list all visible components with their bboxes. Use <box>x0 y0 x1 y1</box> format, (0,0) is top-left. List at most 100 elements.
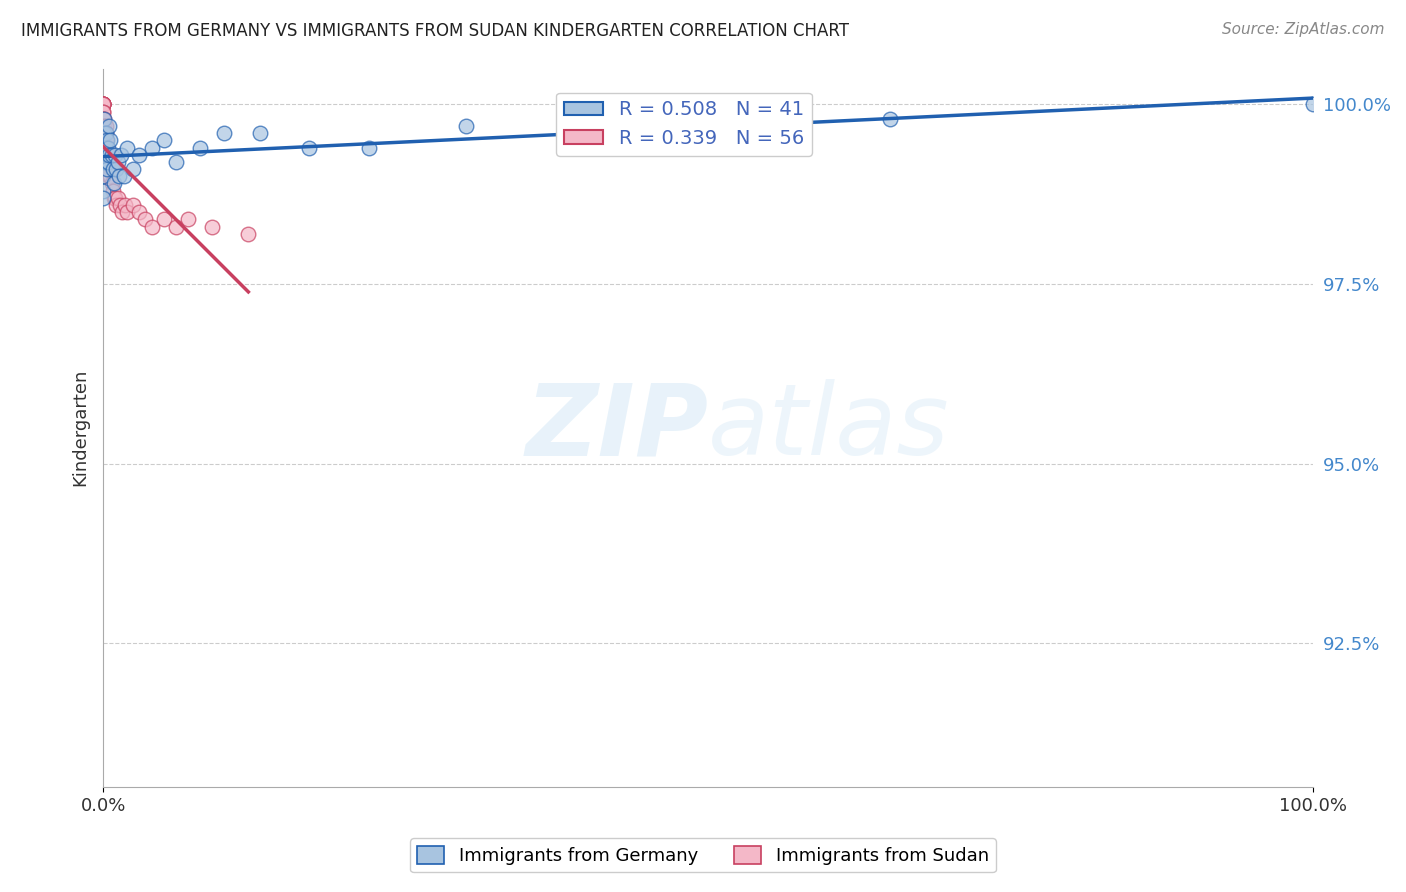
Point <box>100 147 122 161</box>
Point <box>212 126 235 140</box>
Point <box>152 212 174 227</box>
Point <box>96 133 118 147</box>
Point <box>94 155 117 169</box>
Point <box>96 147 118 161</box>
Point <box>98 155 121 169</box>
Point <box>97 155 120 169</box>
Y-axis label: Kindergarten: Kindergarten <box>72 369 89 486</box>
Point <box>103 191 125 205</box>
Point <box>141 219 163 234</box>
Point <box>91 133 114 147</box>
Point <box>91 97 114 112</box>
Point <box>238 227 260 241</box>
Point <box>111 205 134 219</box>
Point <box>97 162 120 177</box>
Point <box>114 198 136 212</box>
Point <box>108 198 131 212</box>
Point <box>128 147 150 161</box>
Point <box>96 140 118 154</box>
Point <box>249 126 271 140</box>
Point <box>201 219 224 234</box>
Point <box>91 191 114 205</box>
Point <box>91 97 114 112</box>
Point <box>101 162 124 177</box>
Point <box>91 97 114 112</box>
Point <box>91 119 114 133</box>
Point <box>93 119 115 133</box>
Point <box>97 155 120 169</box>
Point <box>134 212 156 227</box>
Point <box>105 162 128 177</box>
Point <box>100 177 122 191</box>
Point <box>94 133 117 147</box>
Point <box>93 112 115 126</box>
Point <box>94 126 117 140</box>
Point <box>94 140 117 154</box>
Point <box>93 155 115 169</box>
Text: Source: ZipAtlas.com: Source: ZipAtlas.com <box>1222 22 1385 37</box>
Point <box>117 140 139 154</box>
Point <box>110 147 132 161</box>
Point <box>101 184 124 198</box>
Point <box>359 140 381 154</box>
Text: IMMIGRANTS FROM GERMANY VS IMMIGRANTS FROM SUDAN KINDERGARTEN CORRELATION CHART: IMMIGRANTS FROM GERMANY VS IMMIGRANTS FR… <box>21 22 849 40</box>
Point <box>91 104 114 119</box>
Point <box>112 169 135 184</box>
Point <box>91 126 114 140</box>
Point <box>96 147 118 161</box>
Point <box>93 112 115 126</box>
Legend: R = 0.508   N = 41, R = 0.339   N = 56: R = 0.508 N = 41, R = 0.339 N = 56 <box>557 93 811 156</box>
Point <box>93 155 115 169</box>
Point <box>93 126 115 140</box>
Point <box>98 147 121 161</box>
Point <box>97 147 120 161</box>
Point <box>91 97 114 112</box>
Point <box>128 205 150 219</box>
Point <box>94 126 117 140</box>
Point <box>93 133 115 147</box>
Point <box>93 126 115 140</box>
Point <box>93 140 115 154</box>
Point <box>91 112 114 126</box>
Point <box>141 140 163 154</box>
Point <box>98 169 121 184</box>
Point <box>117 205 139 219</box>
Point <box>91 169 114 184</box>
Point <box>298 140 321 154</box>
Point <box>91 97 114 112</box>
Point <box>165 219 187 234</box>
Point <box>1302 97 1324 112</box>
Point <box>105 198 128 212</box>
Point <box>456 119 478 133</box>
Point <box>98 119 121 133</box>
Point <box>96 162 118 177</box>
Point <box>100 162 122 177</box>
Point <box>100 162 122 177</box>
Point <box>91 104 114 119</box>
Point <box>91 112 114 126</box>
Point <box>104 191 127 205</box>
Point <box>122 198 145 212</box>
Point <box>94 147 117 161</box>
Point <box>165 155 187 169</box>
Point <box>108 169 131 184</box>
Point <box>107 155 129 169</box>
Point <box>94 140 117 154</box>
Point <box>100 133 122 147</box>
Point <box>91 97 114 112</box>
Point <box>152 133 174 147</box>
Point <box>96 155 118 169</box>
Point <box>100 169 122 184</box>
Text: ZIP: ZIP <box>526 379 709 476</box>
Point <box>94 119 117 133</box>
Point <box>93 147 115 161</box>
Point <box>91 184 114 198</box>
Point <box>103 177 125 191</box>
Point <box>107 191 129 205</box>
Point <box>93 140 115 154</box>
Point <box>91 97 114 112</box>
Point <box>97 140 120 154</box>
Legend: Immigrants from Germany, Immigrants from Sudan: Immigrants from Germany, Immigrants from… <box>411 838 995 872</box>
Point <box>104 147 127 161</box>
Point <box>177 212 200 227</box>
